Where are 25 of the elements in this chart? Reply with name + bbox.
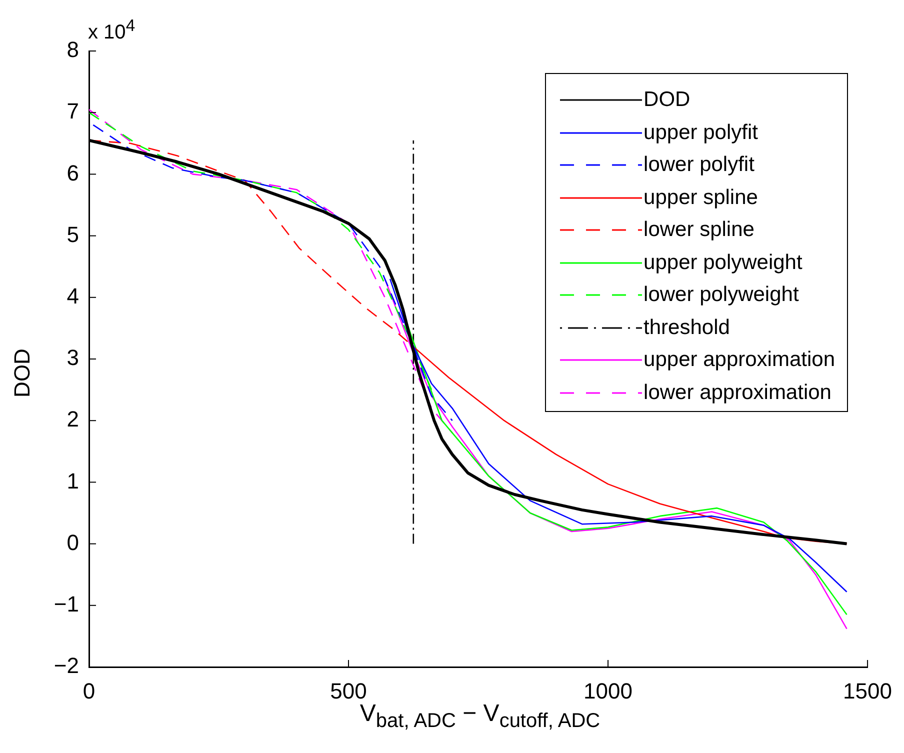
y-tick-label: 1 [66, 468, 79, 494]
y-tick-label: 8 [66, 37, 79, 62]
y-tick-label: −1 [54, 591, 79, 616]
legend-label: upper polyweight [644, 250, 802, 275]
y-tick-label: 7 [66, 98, 79, 124]
y-tick-label: 4 [66, 283, 79, 308]
legend-label: lower approximation [644, 380, 832, 405]
legend-label: lower polyweight [644, 283, 799, 308]
legend-label: upper polyfit [644, 120, 758, 145]
y-tick-label: 3 [66, 345, 79, 370]
x-tick-label: 0 [82, 678, 96, 704]
y-tick-label: −2 [54, 653, 79, 678]
legend-label: upper spline [644, 186, 758, 210]
x-tick-label: 1500 [843, 678, 892, 704]
y-tick-label: 6 [66, 160, 79, 186]
legend-label: threshold [644, 316, 730, 340]
y-tick-label: 5 [66, 222, 79, 247]
y-tick-label: 2 [66, 406, 79, 432]
legend-label: DOD [644, 88, 690, 112]
legend-label: lower spline [644, 218, 754, 242]
legend-label: upper approximation [644, 348, 835, 372]
y-tick-label: 0 [66, 530, 79, 555]
text: x 10$^{4}$ [88, 16, 136, 45]
y-axis-title: DOD [9, 348, 36, 398]
legend-label: lower polyfit [644, 153, 754, 178]
